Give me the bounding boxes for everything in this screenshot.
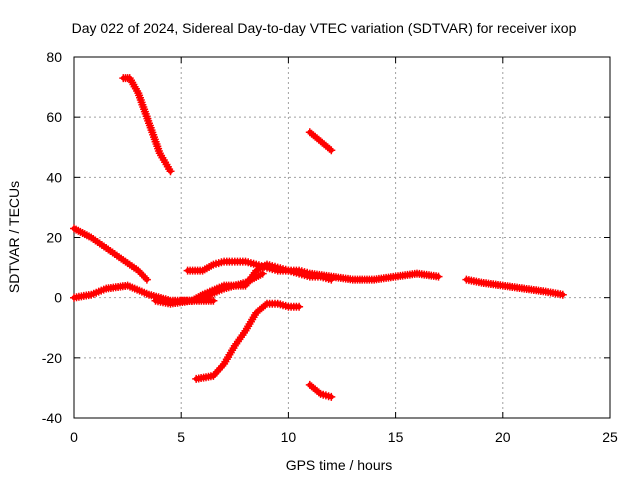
x-tick-label: 5 [177, 429, 185, 445]
series-arc-6 [183, 257, 336, 284]
grid [74, 57, 610, 418]
y-axis-label: SDTVAR / TECUs [6, 181, 22, 293]
series-arc-9 [305, 380, 336, 401]
x-tick-label: 20 [495, 429, 511, 445]
y-tick-label: -40 [42, 410, 62, 426]
series-arc-2 [70, 224, 151, 284]
series-markers [70, 224, 151, 284]
y-tick-label: 80 [46, 49, 62, 65]
y-tick-label: 40 [46, 169, 62, 185]
series-arc-7 [192, 299, 304, 383]
chart-title: Day 022 of 2024, Sidereal Day-to-day VTE… [72, 20, 577, 36]
y-tick-label: -20 [42, 350, 62, 366]
series-arc-8 [305, 128, 336, 155]
x-tick-label: 10 [281, 429, 297, 445]
x-tick-label: 0 [70, 429, 78, 445]
series-markers [305, 380, 336, 401]
y-tick-label: 0 [54, 290, 62, 306]
series-markers [462, 275, 567, 299]
series-markers [119, 74, 175, 176]
series-markers [183, 257, 336, 284]
series-markers [192, 299, 304, 383]
y-tick-label: 60 [46, 109, 62, 125]
series-arc-1 [119, 74, 175, 176]
series-markers [305, 128, 336, 155]
x-axis-label: GPS time / hours [286, 457, 393, 473]
series-arc-10 [462, 275, 567, 299]
y-tick-label: 20 [46, 230, 62, 246]
data-marks [70, 74, 567, 401]
x-tick-label: 15 [388, 429, 404, 445]
axis-ticks: 0 5 10 15 20 25 -40 -20 0 20 40 60 80 [42, 49, 618, 445]
x-tick-label: 25 [602, 429, 618, 445]
